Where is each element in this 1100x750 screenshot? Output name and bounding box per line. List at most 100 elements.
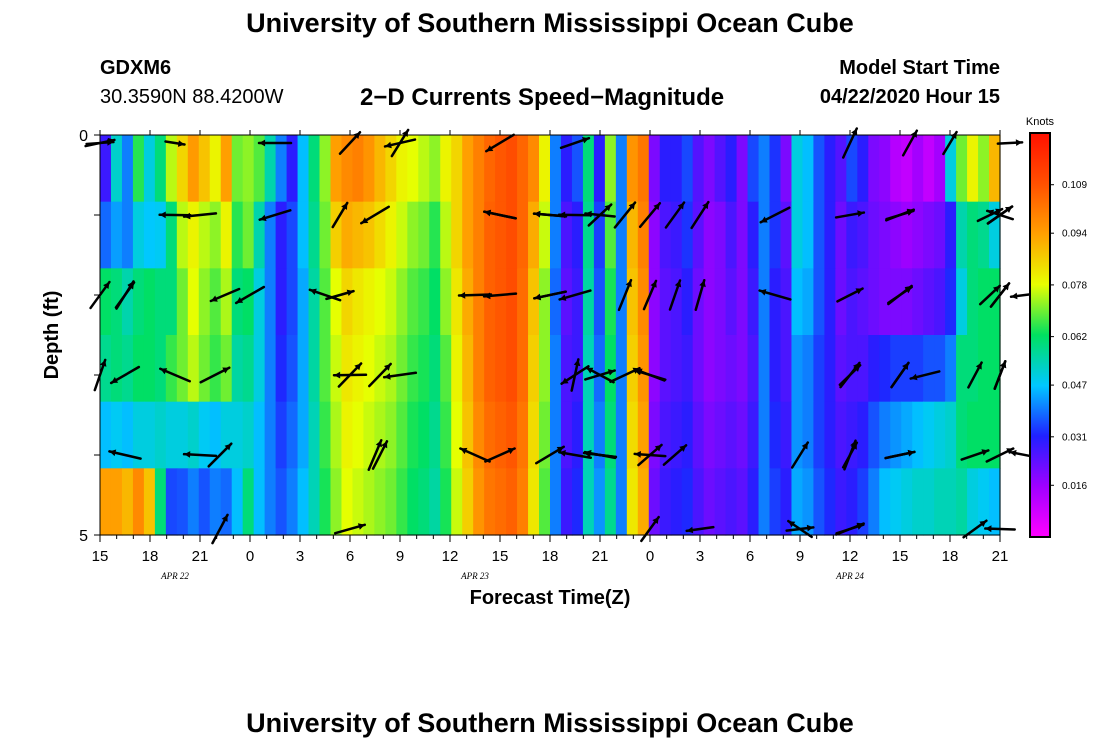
heatmap-cell	[978, 335, 990, 403]
heatmap-cell	[319, 401, 332, 469]
current-arrow-head	[979, 520, 987, 527]
heatmap-cell	[517, 335, 529, 403]
colorbar-tick-label: 0.109	[1062, 180, 1087, 191]
current-arrow-head	[103, 282, 110, 289]
heatmap-cell	[275, 335, 288, 403]
heatmap-cell	[462, 335, 474, 403]
current-arrow-head	[652, 517, 659, 524]
heatmap-cell	[571, 335, 584, 403]
heatmap-cell	[264, 335, 277, 403]
heatmap-cell	[308, 401, 321, 469]
current-arrow-head	[354, 363, 362, 371]
heatmap-cell	[176, 201, 189, 269]
heatmap-cell	[330, 268, 343, 336]
heatmap-cell	[923, 201, 935, 269]
heatmap-cell	[560, 268, 573, 336]
x-tick-label: 18	[942, 548, 959, 565]
heatmap-cell	[945, 335, 957, 403]
heatmap-cell	[824, 335, 836, 403]
heatmap-cell	[275, 268, 288, 336]
heatmap-cell	[528, 401, 540, 469]
heatmap-cell	[506, 468, 518, 536]
heatmap-cell	[275, 468, 288, 536]
heatmap-cell	[934, 335, 946, 403]
x-tick-label: 0	[246, 548, 254, 565]
heatmap-cell	[440, 201, 452, 269]
x-tick-label: 3	[696, 548, 704, 565]
colorbar-tick-label: 0.016	[1062, 481, 1087, 492]
heatmap-cell	[209, 401, 222, 469]
current-arrow-head	[460, 447, 468, 455]
current-arrow-head	[760, 216, 768, 223]
heatmap-cell	[242, 401, 255, 469]
current-arrow-head	[857, 210, 864, 217]
heatmap-cell	[165, 401, 178, 469]
current-arrow-head	[653, 203, 660, 211]
heatmap-cell	[297, 135, 310, 203]
current-arrow-head	[759, 289, 767, 296]
heatmap-cell	[528, 268, 540, 336]
heatmap-cell	[703, 401, 716, 469]
heatmap-cell	[154, 135, 167, 203]
current-arrow-head	[309, 288, 317, 295]
heatmap-cell	[725, 135, 738, 203]
heatmap-cell	[319, 268, 332, 336]
current-arrow-head	[236, 297, 244, 303]
heatmap-cell	[978, 468, 990, 536]
heatmap-cell	[989, 401, 1001, 469]
heatmap-cell	[923, 401, 935, 469]
heatmap-cell	[714, 468, 727, 536]
heatmap-cell	[769, 135, 782, 203]
heatmap-cell	[220, 401, 233, 469]
heatmap-cell	[198, 468, 211, 536]
y-tick-label: 0	[79, 128, 88, 145]
heatmap-cell	[923, 468, 935, 536]
heatmap-cell	[857, 268, 869, 336]
heatmap-cell	[198, 268, 211, 336]
heatmap-cell	[637, 268, 650, 336]
heatmap-cell	[934, 401, 946, 469]
heatmap-cell	[890, 335, 902, 403]
heatmap-cell	[714, 135, 727, 203]
station-coordinates: 30.3590N 88.4200W	[100, 86, 284, 108]
heatmap-cell	[879, 401, 891, 469]
heatmap-cell	[550, 335, 562, 403]
heatmap-cell	[890, 401, 902, 469]
heatmap-cell	[615, 401, 628, 469]
heatmap-cell	[100, 401, 112, 469]
heatmap-cell	[242, 135, 255, 203]
heatmap-cell	[725, 201, 738, 269]
heatmap-cell	[418, 268, 430, 336]
heatmap-cell	[846, 268, 858, 336]
current-arrow-head	[851, 128, 858, 136]
heatmap-cell	[879, 268, 891, 336]
heatmap-cell	[297, 468, 310, 536]
footer-title: University of Southern Mississippi Ocean…	[246, 708, 854, 738]
heatmap-cell	[934, 201, 946, 269]
heatmap-cell	[363, 268, 375, 336]
heatmap-cell	[659, 135, 672, 203]
heatmap-cell	[231, 468, 244, 536]
heatmap-cell	[912, 335, 924, 403]
heatmap-cell	[670, 135, 683, 203]
heatmap-cell	[297, 335, 310, 403]
x-tick-label: 6	[746, 548, 754, 565]
heatmap-cell	[791, 135, 804, 203]
heatmap-cell	[341, 468, 354, 536]
heatmap-cell	[132, 401, 145, 469]
heatmap-cell	[791, 335, 804, 403]
heatmap-cell	[297, 201, 310, 269]
heatmap-cell	[736, 401, 749, 469]
heatmap-cell	[286, 135, 299, 203]
heatmap-cell	[176, 401, 189, 469]
heatmap-cell	[736, 268, 749, 336]
x-tick-label: 0	[646, 548, 654, 565]
heatmap-cell	[385, 468, 397, 536]
heatmap-cell	[429, 268, 441, 336]
heatmap-cell	[110, 335, 123, 403]
heatmap-cell	[560, 468, 573, 536]
heatmap-cell	[560, 335, 573, 403]
heatmap-cell	[495, 268, 507, 336]
current-arrow-head	[559, 450, 566, 457]
heatmap-cell	[901, 268, 913, 336]
